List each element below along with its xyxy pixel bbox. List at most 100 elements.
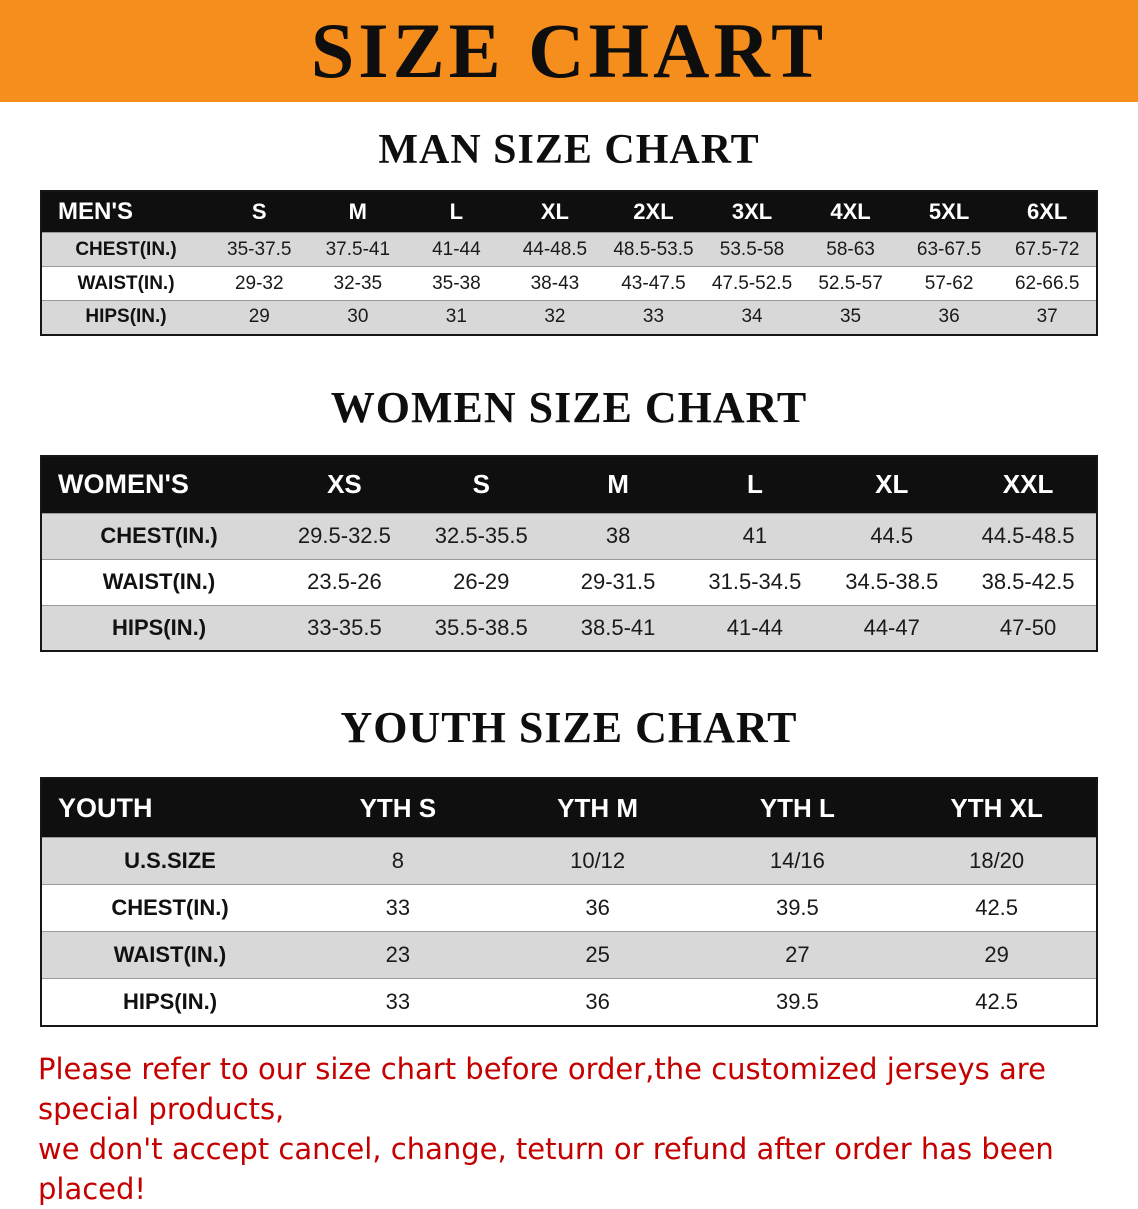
table-row: U.S.SIZE 8 10/12 14/16 18/20 bbox=[41, 837, 1097, 885]
table-cell: 36 bbox=[585, 988, 610, 1014]
table-cell: 34.5-38.5 bbox=[845, 569, 939, 594]
table-cell: 26-29 bbox=[453, 569, 510, 594]
table-cell: 41 bbox=[742, 523, 768, 548]
youth-section-heading: YOUTH SIZE CHART bbox=[340, 703, 798, 752]
size-column-header: XXL bbox=[960, 455, 1097, 513]
table-cell: 32 bbox=[544, 306, 566, 328]
row-label: HIPS(IN.) bbox=[111, 614, 207, 640]
size-column-header: 3XL bbox=[702, 191, 802, 233]
table-cell: 44-47 bbox=[863, 614, 920, 640]
table-cell: 18/20 bbox=[969, 848, 1025, 873]
women-size-table: WOMEN'S XS S M L XL XXL CHEST(IN.) 29.5-32.5 32.5… bbox=[40, 454, 1098, 652]
table-cell: 25 bbox=[585, 942, 610, 967]
row-label: CHEST(IN.) bbox=[111, 895, 229, 920]
table-cell: 48.5-53.5 bbox=[613, 238, 694, 260]
table-cell: 31.5-34.5 bbox=[708, 569, 802, 594]
size-column-header: XL bbox=[823, 455, 961, 513]
page-title: SIZE CHART bbox=[310, 7, 828, 94]
size-column-header: M bbox=[549, 455, 687, 513]
table-cell: 42.5 bbox=[975, 988, 1019, 1014]
size-column-header: M bbox=[308, 191, 408, 233]
table-cell: 47-50 bbox=[999, 614, 1057, 640]
table-header-row: WOMEN'S XS S M L XL XXL bbox=[41, 455, 1097, 513]
table-row: HIPS(IN.) 29 30 31 32 33 34 35 36 37 bbox=[41, 300, 1097, 335]
table-row: CHEST(IN.) 29.5-32.5 32.5-35.5 38 41 44.5 44.5… bbox=[41, 513, 1097, 559]
table-cell: 38.5-42.5 bbox=[981, 569, 1075, 594]
row-label: WAIST(IN.) bbox=[77, 272, 175, 294]
men-section-heading: MAN SIZE CHART bbox=[378, 127, 760, 173]
table-cell: 37 bbox=[1036, 306, 1058, 328]
size-column-header: YTH S bbox=[298, 778, 498, 838]
table-cell: 30 bbox=[347, 306, 369, 328]
table-cell: 29 bbox=[984, 942, 1009, 967]
table-title-cell: MEN'S bbox=[41, 191, 210, 233]
table-cell: 36 bbox=[938, 306, 960, 328]
table-cell: 23.5-26 bbox=[307, 569, 382, 594]
size-column-header: YTH M bbox=[497, 778, 698, 838]
table-cell: 38.5-41 bbox=[580, 614, 656, 640]
table-header-row: MEN'S S M L XL 2XL 3XL 4XL 5XL 6XL bbox=[41, 191, 1097, 233]
table-cell: 39.5 bbox=[775, 988, 819, 1014]
row-label: HIPS(IN.) bbox=[85, 306, 167, 328]
table-cell: 41-44 bbox=[432, 238, 481, 260]
women-size-section: WOMEN SIZE CHART WOMEN'S XS S M L XL XXL CHEST(… bbox=[0, 382, 1138, 652]
table-row: WAIST(IN.) 29-32 32-35 35-38 38-43 43-47.5 47.… bbox=[41, 266, 1097, 301]
table-cell: 43-47.5 bbox=[621, 272, 686, 294]
table-cell: 67.5-72 bbox=[1014, 238, 1080, 260]
table-cell: 33 bbox=[385, 895, 411, 920]
table-cell: 38-43 bbox=[530, 272, 580, 294]
size-column-header: S bbox=[210, 191, 309, 233]
row-label: U.S.SIZE bbox=[124, 848, 216, 873]
table-cell: 14/16 bbox=[769, 848, 825, 873]
table-row: CHEST(IN.) 35-37.5 37.5-41 41-44 44-48.5 48.5… bbox=[41, 232, 1097, 267]
table-title-cell: YOUTH bbox=[41, 778, 298, 838]
table-cell: 42.5 bbox=[975, 895, 1019, 920]
size-column-header: XL bbox=[505, 191, 605, 233]
table-cell: 29-31.5 bbox=[580, 569, 656, 594]
size-column-header: 2XL bbox=[604, 191, 703, 233]
women-section-heading: WOMEN SIZE CHART bbox=[330, 382, 808, 432]
table-cell: 63-67.5 bbox=[916, 238, 982, 260]
table-cell: 32.5-35.5 bbox=[434, 523, 528, 548]
table-cell: 31 bbox=[445, 306, 467, 328]
disclaimer-line-1: Please refer to our size chart before or… bbox=[38, 1051, 1046, 1126]
row-label: CHEST(IN.) bbox=[100, 523, 218, 548]
size-column-header: L bbox=[686, 455, 824, 513]
table-cell: 33 bbox=[642, 306, 665, 328]
size-column-header: 4XL bbox=[801, 191, 900, 233]
table-cell: 34 bbox=[741, 306, 763, 328]
table-cell: 53.5-58 bbox=[719, 238, 785, 260]
table-cell: 36 bbox=[585, 895, 610, 920]
size-column-header: YTH L bbox=[697, 778, 898, 838]
table-cell: 10/12 bbox=[570, 848, 626, 873]
table-cell: 23 bbox=[385, 942, 411, 967]
table-cell: 44-48.5 bbox=[522, 238, 588, 260]
youth-size-table: YOUTH YTH S YTH M YTH L YTH XL U.S.SIZE 8 10/12… bbox=[40, 777, 1098, 1027]
size-column-header: 6XL bbox=[998, 191, 1097, 233]
table-cell: 32-35 bbox=[333, 272, 383, 294]
size-column-header: XS bbox=[276, 455, 413, 513]
row-label: HIPS(IN.) bbox=[122, 988, 218, 1014]
table-cell: 57-62 bbox=[924, 272, 974, 294]
table-cell: 37.5-41 bbox=[325, 238, 391, 260]
table-cell: 8 bbox=[391, 848, 404, 873]
table-cell: 29-32 bbox=[234, 272, 284, 294]
size-column-header: 5XL bbox=[899, 191, 999, 233]
table-cell: 47.5-52.5 bbox=[711, 272, 793, 294]
table-cell: 44.5-48.5 bbox=[981, 523, 1075, 548]
table-cell: 41-44 bbox=[726, 614, 784, 640]
table-row: HIPS(IN.) 33 36 39.5 42.5 bbox=[41, 978, 1097, 1026]
size-column-header: L bbox=[407, 191, 506, 233]
table-cell: 52.5-57 bbox=[818, 272, 883, 294]
row-label: WAIST(IN.) bbox=[102, 569, 216, 594]
table-row: HIPS(IN.) 33-35.5 35.5-38.5 38.5-41 41-44 44-… bbox=[41, 605, 1097, 651]
disclaimer-line-2: we don't accept cancel, change, teturn o… bbox=[38, 1131, 1054, 1206]
men-size-section: MAN SIZE CHART MEN'S S M L XL 2XL 3XL 4XL 5XL 6XL… bbox=[0, 126, 1138, 336]
table-cell: 44.5 bbox=[870, 523, 914, 548]
table-row: WAIST(IN.) 23 25 27 29 bbox=[41, 931, 1097, 979]
table-cell: 35-38 bbox=[432, 272, 481, 294]
row-label: CHEST(IN.) bbox=[75, 238, 177, 260]
table-cell: 33-35.5 bbox=[307, 614, 382, 640]
table-cell: 29 bbox=[248, 306, 270, 328]
